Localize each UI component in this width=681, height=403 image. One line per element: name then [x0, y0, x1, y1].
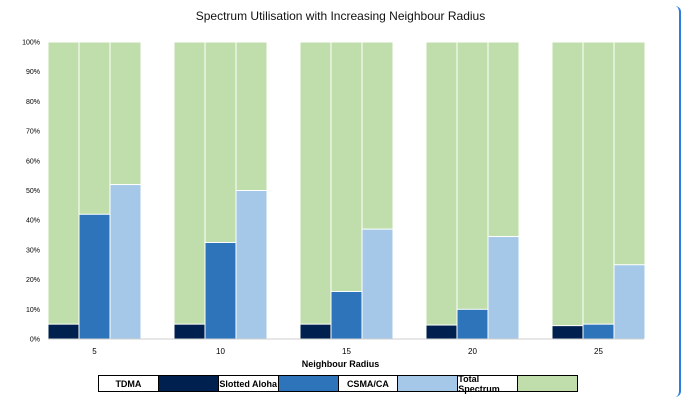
y-tick-label: 10%: [26, 307, 40, 314]
bar-tdma-5: [47, 323, 80, 340]
bar-total-spectrum-5-0: [47, 41, 80, 340]
x-tick-label: 5: [92, 347, 97, 356]
bar-slotted-aloha-5: [78, 213, 111, 340]
x-tick-label: 20: [468, 347, 477, 356]
bar-total-spectrum-20-0: [425, 41, 458, 340]
y-tick-label: 70%: [26, 129, 40, 136]
y-tick-label: 0%: [30, 337, 40, 344]
x-tick-label: 25: [594, 347, 603, 356]
bar-csma-ca-25: [613, 264, 646, 340]
y-tick-label: 80%: [26, 99, 40, 106]
bar-total-spectrum-25-0: [551, 41, 584, 340]
legend-swatch-total-spectrum: [518, 376, 577, 391]
y-tick-label: 100%: [22, 40, 40, 47]
legend-label-tdma: TDMA: [99, 376, 159, 391]
chart-title: Spectrum Utilisation with Increasing Nei…: [195, 9, 486, 23]
bar-total-spectrum-20-1: [456, 41, 489, 340]
bar-tdma-15: [299, 323, 332, 340]
x-tick-label: 10: [216, 347, 225, 356]
bar-tdma-20: [425, 324, 458, 340]
bar-slotted-aloha-20: [456, 308, 489, 340]
y-tick-labels: 0% 10% 20% 30% 40% 50% 60% 70% 80% 90% 100%: [22, 40, 40, 344]
x-axis-label: Neighbour Radius: [301, 359, 380, 369]
bars-group: [47, 41, 646, 340]
y-tick-label: 60%: [26, 158, 40, 165]
legend-label-csma-ca: CSMA/CA: [338, 376, 399, 391]
bar-tdma-25: [551, 325, 584, 340]
bar-slotted-aloha-10: [204, 241, 237, 340]
legend-swatch-slotted-aloha: [278, 376, 339, 391]
legend-swatch-csma-ca: [398, 376, 459, 391]
bar-slotted-aloha-15: [330, 290, 363, 340]
frame-edge: [675, 6, 681, 397]
y-tick-label: 20%: [26, 277, 40, 284]
bar-tdma-10: [173, 323, 206, 340]
y-tick-label: 50%: [26, 188, 40, 195]
bar-total-spectrum-10-0: [173, 41, 206, 340]
legend-swatch-tdma: [158, 376, 219, 391]
y-tick-label: 90%: [26, 69, 40, 76]
legend-label-total-spectrum: Total Spectrum: [458, 374, 519, 394]
bar-slotted-aloha-25: [582, 323, 615, 340]
y-tick-label: 40%: [26, 218, 40, 225]
y-tick-label: 30%: [26, 247, 40, 254]
bar-csma-ca-5: [109, 184, 142, 340]
bar-csma-ca-20: [487, 236, 520, 340]
legend-label-slotted-aloha: Slotted Aloha: [218, 376, 279, 391]
bar-total-spectrum-15-0: [299, 41, 332, 340]
legend: TDMA Slotted Aloha CSMA/CA Total Spectru…: [98, 374, 578, 394]
bar-csma-ca-15: [361, 228, 394, 340]
bar-csma-ca-10: [235, 190, 268, 340]
bar-total-spectrum-25-1: [582, 41, 615, 340]
x-tick-label: 15: [342, 347, 351, 356]
x-tick-labels: 5 10 15 20 25: [92, 347, 603, 356]
